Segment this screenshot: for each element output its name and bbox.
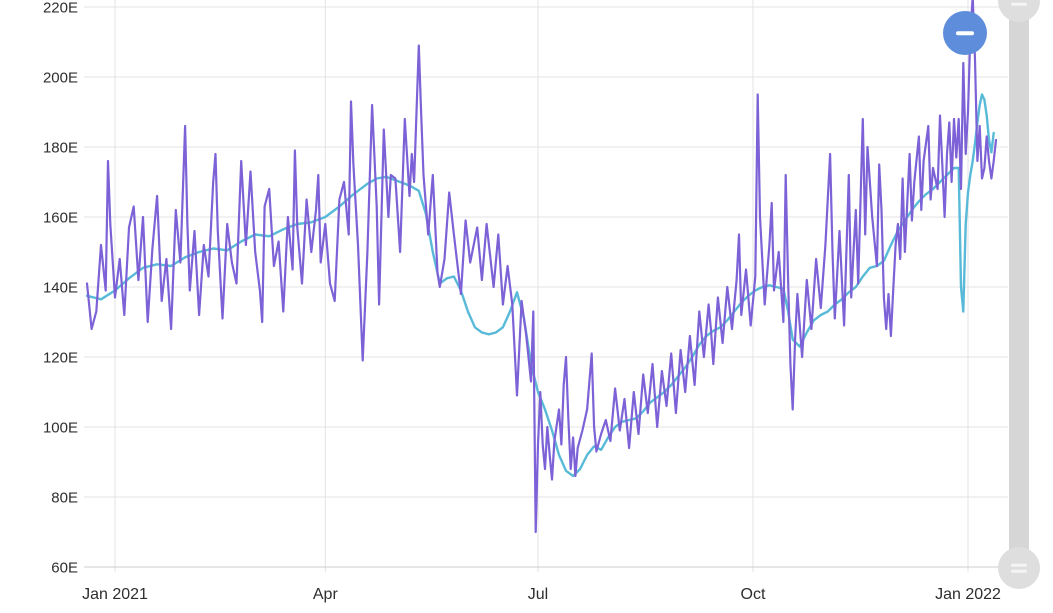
x-gridlines (114, 0, 969, 572)
svg-text:140E: 140E (43, 280, 78, 297)
svg-text:220E: 220E (43, 0, 78, 17)
svg-text:Jul: Jul (528, 586, 548, 603)
svg-text:Oct: Oct (741, 586, 766, 603)
slider-track[interactable] (1009, 0, 1029, 568)
chart-range-slider (998, 0, 1040, 608)
y-gridlines (84, 6, 1008, 568)
svg-text:80E: 80E (51, 490, 78, 507)
svg-text:180E: 180E (43, 140, 78, 157)
minus-icon (956, 31, 974, 35)
slider-top-handle[interactable] (998, 0, 1040, 22)
svg-text:160E: 160E (43, 210, 78, 227)
svg-text:Apr: Apr (313, 586, 339, 603)
grip-icon (1011, 0, 1027, 6)
zoom-out-button[interactable] (943, 11, 987, 55)
series-lines (85, 0, 998, 534)
slider-bottom-handle[interactable] (998, 547, 1040, 589)
svg-text:Jan 2022: Jan 2022 (935, 586, 1001, 603)
svg-text:200E: 200E (43, 70, 78, 87)
svg-text:100E: 100E (43, 420, 78, 437)
x-axis-labels: Jan 2021 Apr Jul Oct Jan 2022 (82, 586, 1001, 603)
grip-icon (1011, 563, 1027, 573)
series-daily (85, 0, 998, 534)
svg-text:60E: 60E (51, 560, 78, 577)
svg-text:Jan 2021: Jan 2021 (82, 586, 148, 603)
y-axis-labels: 60E 80E 100E 120E 140E 160E 180E 200E 220E (43, 0, 78, 577)
svg-text:120E: 120E (43, 350, 78, 367)
series-smoothed-average (85, 93, 995, 478)
